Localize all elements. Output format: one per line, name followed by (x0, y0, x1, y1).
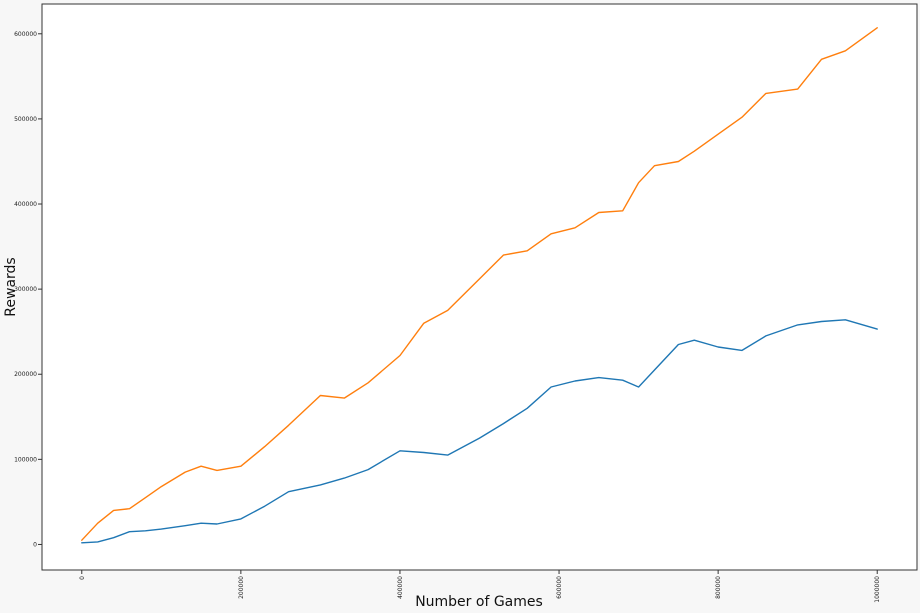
y-tick-label: 300000 (14, 286, 37, 293)
x-axis-label: Number of Games (415, 594, 543, 610)
x-tick-label: 1000000 (874, 576, 881, 603)
x-tick-label: 200000 (238, 576, 245, 599)
tick-group: 0 100000 200000 300000 400000 500000 600000 0 20… (14, 31, 881, 603)
y-tick-label: 200000 (14, 371, 37, 378)
y-tick-label: 500000 (14, 116, 37, 123)
y-tick-label: 600000 (14, 31, 37, 38)
x-tick-label: 600000 (556, 576, 563, 599)
y-tick-label: 100000 (14, 456, 37, 463)
series-group (81, 27, 878, 544)
y-tick-label: 0 (33, 541, 37, 548)
x-tick-label: 800000 (715, 576, 722, 599)
x-tick-label: 400000 (397, 576, 404, 599)
x-tick-label: 0 (79, 576, 86, 580)
y-axis-label: Rewards (3, 257, 19, 316)
plot-area (41, 3, 918, 571)
y-tick-label: 400000 (14, 201, 37, 208)
series-line-2 (81, 27, 878, 541)
series-line-1 (81, 319, 878, 544)
